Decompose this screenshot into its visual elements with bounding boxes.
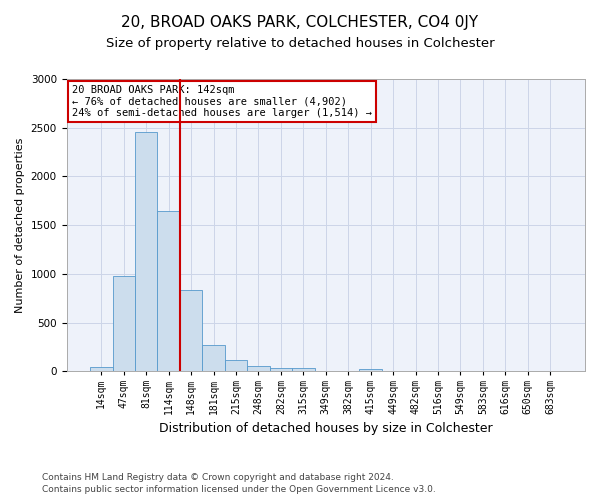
Bar xyxy=(157,210,180,372)
Text: Contains public sector information licensed under the Open Government Licence v3: Contains public sector information licen… xyxy=(42,485,436,494)
X-axis label: Distribution of detached houses by size in Colchester: Distribution of detached houses by size … xyxy=(159,422,493,435)
Bar xyxy=(202,345,225,372)
Bar xyxy=(269,368,292,372)
Bar xyxy=(135,132,157,372)
Bar xyxy=(113,276,135,372)
Bar xyxy=(247,366,269,372)
Bar xyxy=(90,366,113,372)
Text: Size of property relative to detached houses in Colchester: Size of property relative to detached ho… xyxy=(106,38,494,51)
Text: Contains HM Land Registry data © Crown copyright and database right 2024.: Contains HM Land Registry data © Crown c… xyxy=(42,472,394,482)
Bar xyxy=(359,368,382,372)
Text: 20 BROAD OAKS PARK: 142sqm
← 76% of detached houses are smaller (4,902)
24% of s: 20 BROAD OAKS PARK: 142sqm ← 76% of deta… xyxy=(72,85,372,118)
Y-axis label: Number of detached properties: Number of detached properties xyxy=(15,138,25,313)
Bar xyxy=(225,360,247,372)
Bar xyxy=(180,290,202,372)
Text: 20, BROAD OAKS PARK, COLCHESTER, CO4 0JY: 20, BROAD OAKS PARK, COLCHESTER, CO4 0JY xyxy=(121,15,479,30)
Bar xyxy=(292,368,314,372)
